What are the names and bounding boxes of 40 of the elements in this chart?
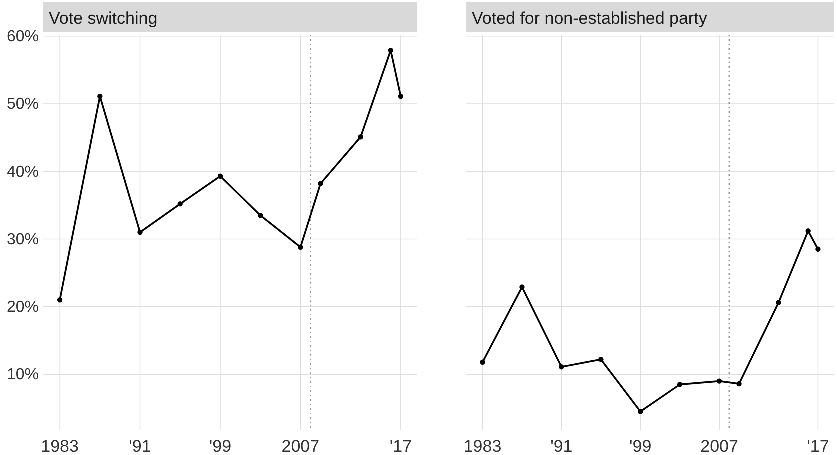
y-tick-label: 60% <box>6 28 39 46</box>
point <box>776 300 782 306</box>
point <box>736 381 742 387</box>
point <box>388 48 394 54</box>
point <box>57 298 63 303</box>
point <box>358 134 364 140</box>
x-tick-label: '99 <box>209 437 232 455</box>
x-tick-label: 2007 <box>700 437 738 455</box>
x-tick-label: '17 <box>390 437 412 455</box>
point <box>520 284 525 290</box>
point <box>258 212 264 218</box>
x-tick-label: '99 <box>630 437 652 455</box>
x-tick-label: 2007 <box>282 437 320 455</box>
point <box>298 244 304 250</box>
point <box>480 360 486 365</box>
point <box>138 230 143 236</box>
point <box>98 94 103 100</box>
y-tick-label: 10% <box>6 366 39 384</box>
point <box>716 378 722 384</box>
point <box>178 201 183 207</box>
point <box>638 409 644 414</box>
x-tick-label: '91 <box>129 437 152 455</box>
y-tick-label: 20% <box>6 299 39 316</box>
point <box>318 181 324 186</box>
chart-title: Voted for non-established party <box>472 9 708 28</box>
x-tick-label: '91 <box>550 437 573 455</box>
y-tick-label: 40% <box>6 164 39 181</box>
point <box>677 382 683 388</box>
point <box>806 228 811 234</box>
point <box>598 357 604 362</box>
y-tick-label: 30% <box>6 231 39 248</box>
chart-title: Vote switching <box>49 9 158 28</box>
point <box>559 364 564 370</box>
x-tick-label: '17 <box>807 437 830 455</box>
y-tick-label: 50% <box>6 96 39 114</box>
point <box>218 174 224 179</box>
x-tick-label: 1983 <box>41 437 79 455</box>
point <box>816 246 821 252</box>
point <box>398 94 404 100</box>
x-tick-label: 1983 <box>464 437 502 455</box>
